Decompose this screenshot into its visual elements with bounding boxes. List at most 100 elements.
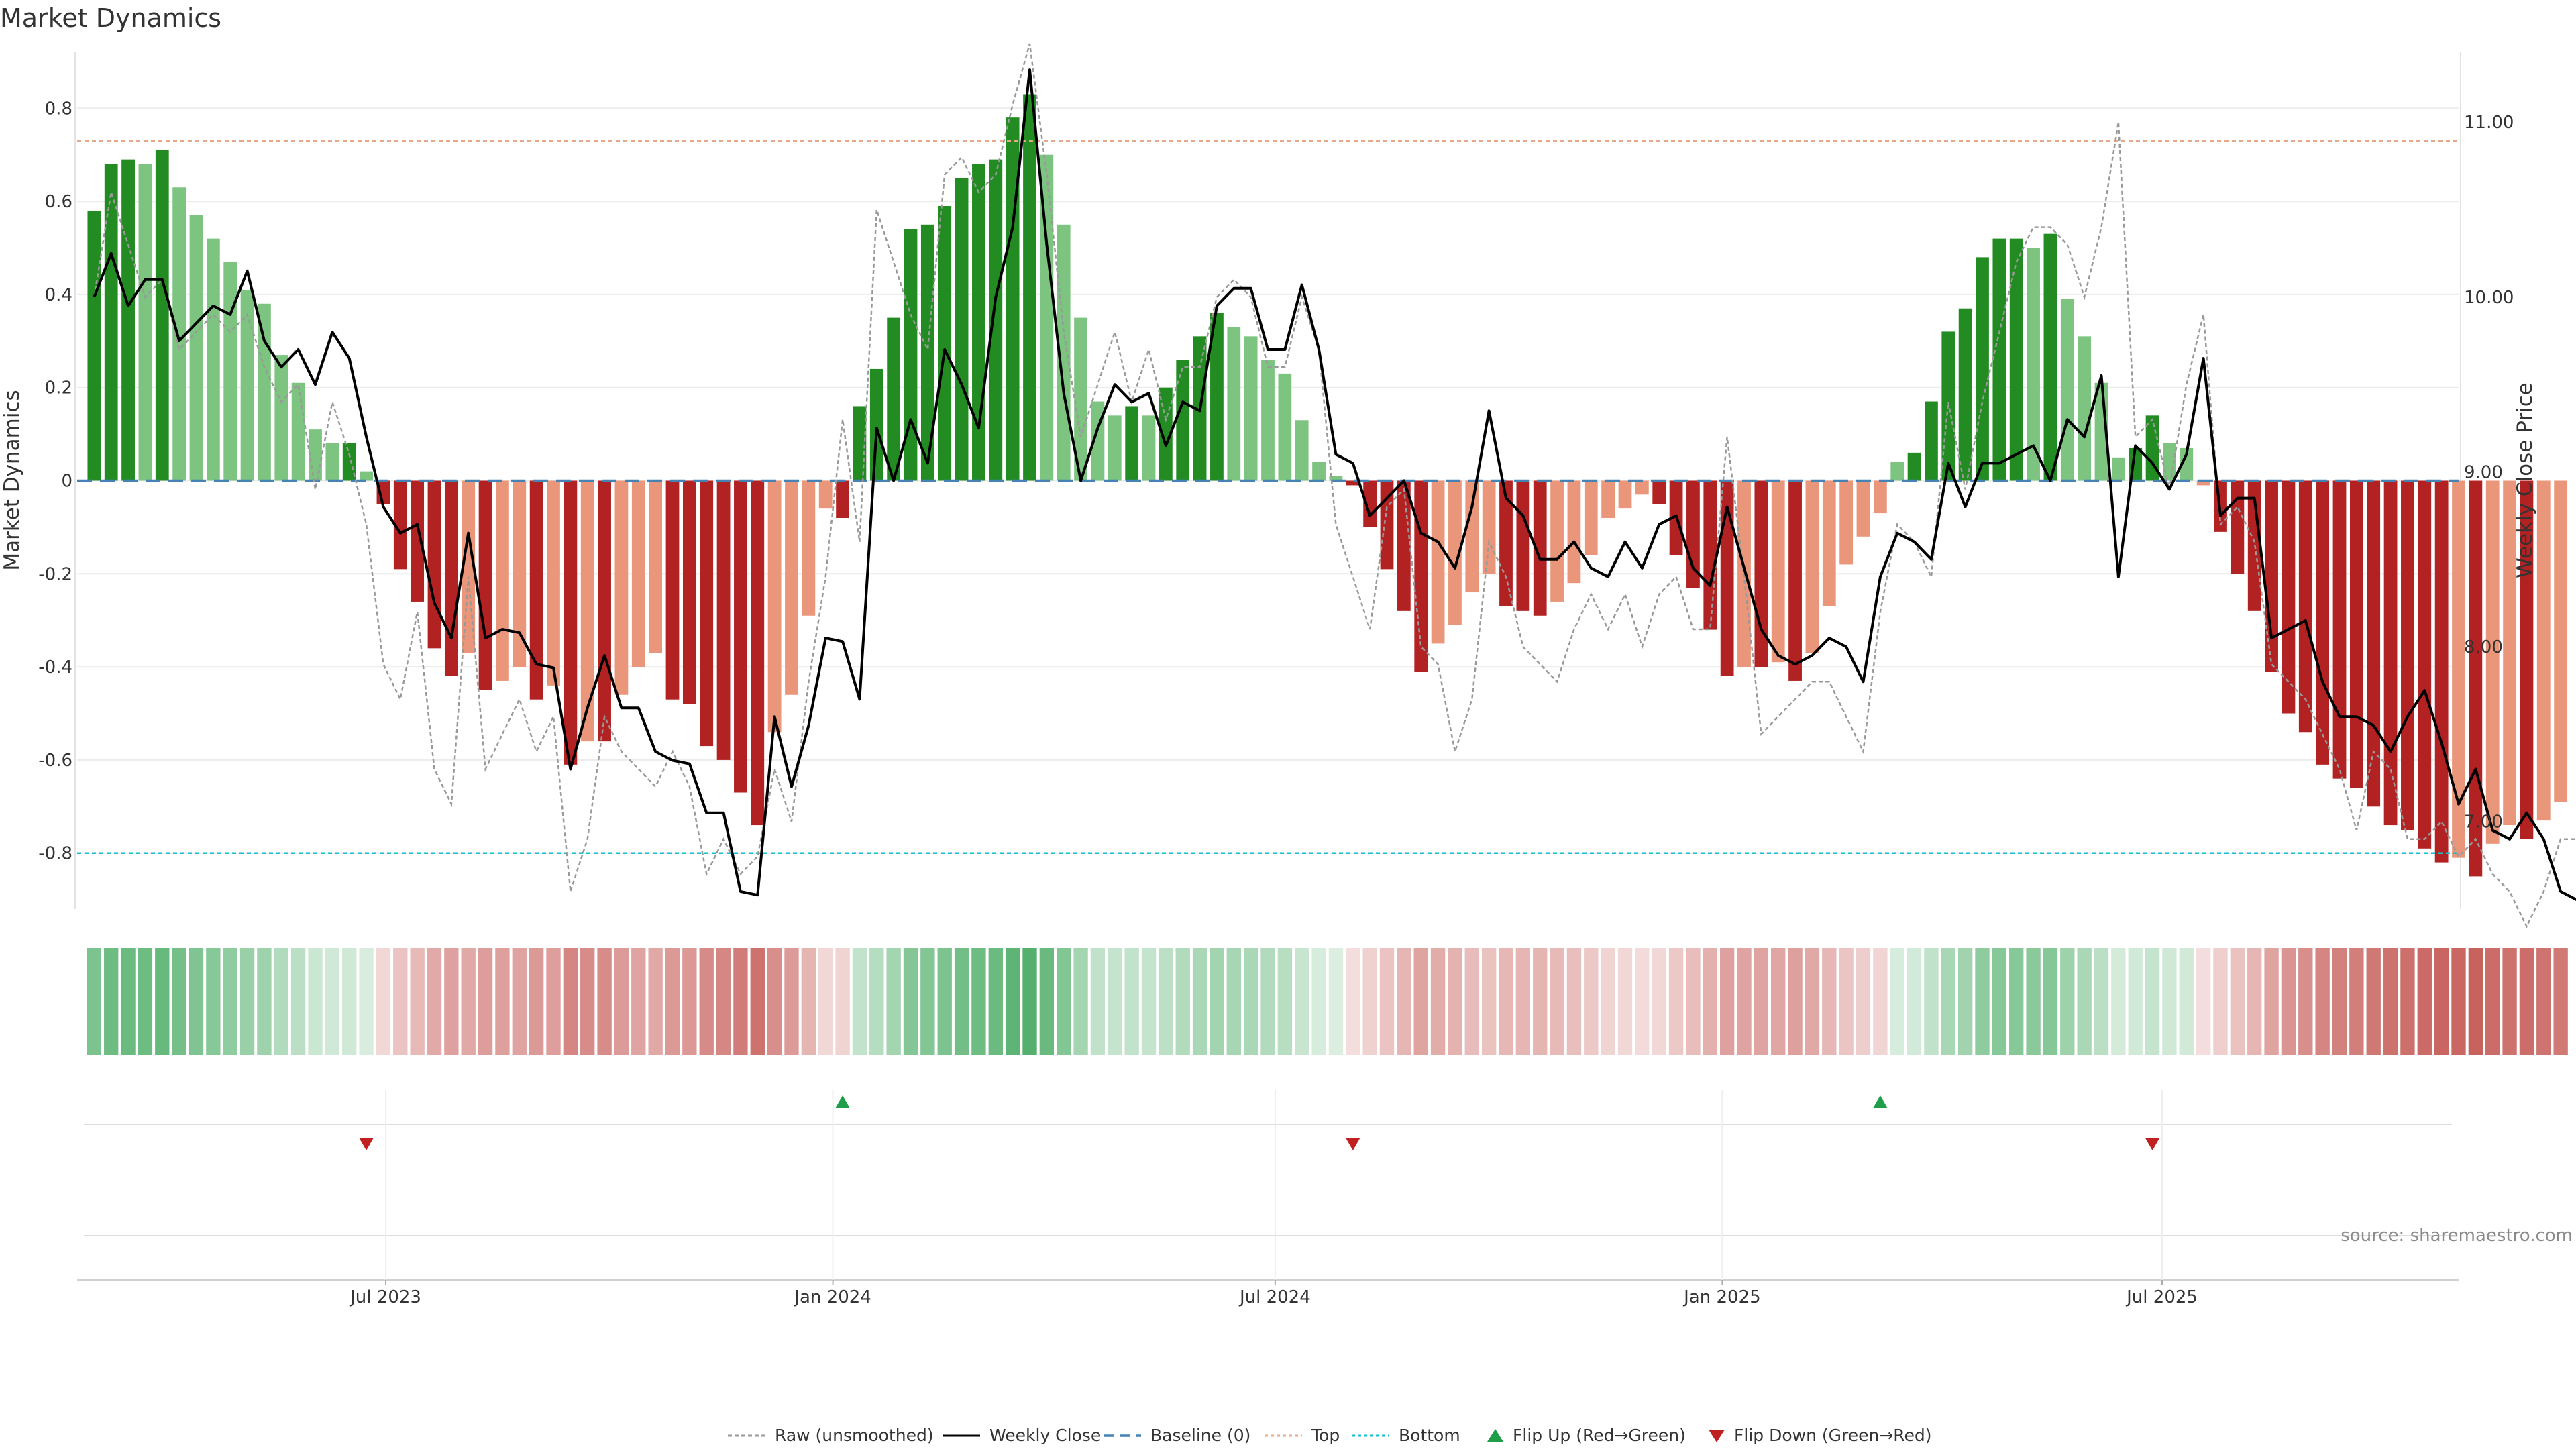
heat-cell: [1141, 948, 1157, 1055]
left-tick-label: -0.4: [38, 657, 72, 678]
heat-cell: [1924, 948, 1939, 1055]
heat-cell: [2196, 948, 2211, 1055]
x-tick-label: Jan 2025: [1682, 1287, 1761, 1307]
bar: [1839, 480, 1854, 565]
legend-label: Flip Down (Green→Red): [1734, 1426, 1932, 1445]
heat-cell: [682, 948, 697, 1055]
bar: [1873, 480, 1887, 514]
heat-cell: [767, 948, 782, 1055]
bar: [444, 480, 458, 676]
bar: [1754, 480, 1768, 667]
bar: [1363, 480, 1377, 527]
heat-cell: [886, 948, 901, 1055]
heat-cell: [920, 948, 935, 1055]
bar: [2265, 480, 2278, 672]
heat-cell: [954, 948, 969, 1055]
bar: [138, 164, 152, 481]
heat-cell: [1890, 948, 1904, 1055]
bar: [478, 480, 492, 690]
bar: [1465, 480, 1479, 593]
heat-cell: [563, 948, 578, 1055]
bar: [309, 429, 322, 481]
bar: [2180, 447, 2194, 481]
heat-cell: [1175, 948, 1190, 1055]
bar: [818, 480, 833, 509]
bar: [1890, 462, 1904, 481]
heat-cell: [2502, 948, 2517, 1055]
bar: [751, 480, 765, 826]
bar: [291, 382, 305, 481]
bar: [802, 480, 816, 616]
heat-cell: [580, 948, 595, 1055]
bar: [649, 480, 663, 653]
bar: [767, 480, 782, 733]
heat-cell: [2553, 948, 2568, 1055]
bar: [189, 215, 203, 481]
heat-cell: [172, 948, 186, 1055]
right-axis-ticks: 11.00 10.00 9.00 8.00 7.00: [2464, 113, 2514, 832]
bar: [665, 480, 680, 700]
heat-cell: [2451, 948, 2466, 1055]
heat-cell: [529, 948, 544, 1055]
flip-up-marker: [835, 1095, 851, 1108]
heat-cell: [1499, 948, 1513, 1055]
heat-cell: [223, 948, 237, 1055]
heat-cell: [1397, 948, 1411, 1055]
left-tick-label: -0.2: [38, 564, 72, 584]
heat-cell: [376, 948, 391, 1055]
heat-cell: [290, 948, 306, 1055]
heat-cell: [2179, 948, 2194, 1055]
bar: [1907, 452, 1921, 481]
bar: [529, 480, 543, 700]
heat-cell: [239, 948, 255, 1055]
heat-cell: [206, 948, 221, 1055]
heat-cell: [2298, 948, 2313, 1055]
heat-cell: [801, 948, 816, 1055]
heat-cell: [2026, 948, 2041, 1055]
legend-item-flip_down: Flip Down (Green→Red): [1709, 1426, 1932, 1445]
bar: [2367, 480, 2381, 807]
bar: [1601, 480, 1615, 519]
bar: [1312, 462, 1326, 481]
right-tick-label: 10.00: [2464, 288, 2514, 308]
legend-flip-down-icon: [1709, 1430, 1725, 1442]
heat-cell: [835, 948, 850, 1055]
bar: [1533, 480, 1547, 616]
heat-cell: [257, 948, 272, 1055]
heat-cell: [325, 948, 340, 1055]
bar: [2503, 480, 2516, 826]
bar: [427, 480, 441, 649]
heat-cell: [1311, 948, 1326, 1055]
bar: [1550, 480, 1564, 602]
bar: [87, 210, 101, 481]
bar: [2282, 480, 2296, 714]
bar: [1278, 373, 1292, 481]
heat-cell: [2247, 948, 2262, 1055]
bar: [887, 317, 901, 481]
heat-cell: [410, 948, 425, 1055]
heat-cell: [597, 948, 612, 1055]
right-tick-label: 11.00: [2464, 113, 2514, 133]
legend-flip-up-icon: [1487, 1429, 1503, 1442]
bar: [1295, 420, 1309, 481]
bar: [342, 443, 356, 481]
bar: [955, 178, 969, 481]
heat-cell: [2349, 948, 2364, 1055]
bar: [2349, 480, 2363, 788]
bar: [1618, 480, 1632, 509]
bar: [2520, 480, 2534, 839]
heat-cell: [1481, 948, 1497, 1055]
heat-cell: [784, 948, 799, 1055]
heat-cell: [2094, 948, 2109, 1055]
legend-item-flip_up: Flip Up (Red→Green): [1487, 1426, 1686, 1445]
heat-cell: [461, 948, 476, 1055]
y-axis-label-left: Market Dynamics: [0, 390, 24, 570]
heat-cell: [869, 948, 884, 1055]
heat-cell: [1260, 948, 1275, 1055]
heat-cell: [1686, 948, 1701, 1055]
bar: [1040, 154, 1054, 481]
bar: [411, 480, 425, 602]
flip-down-marker: [359, 1138, 374, 1150]
bar: [2231, 480, 2245, 574]
